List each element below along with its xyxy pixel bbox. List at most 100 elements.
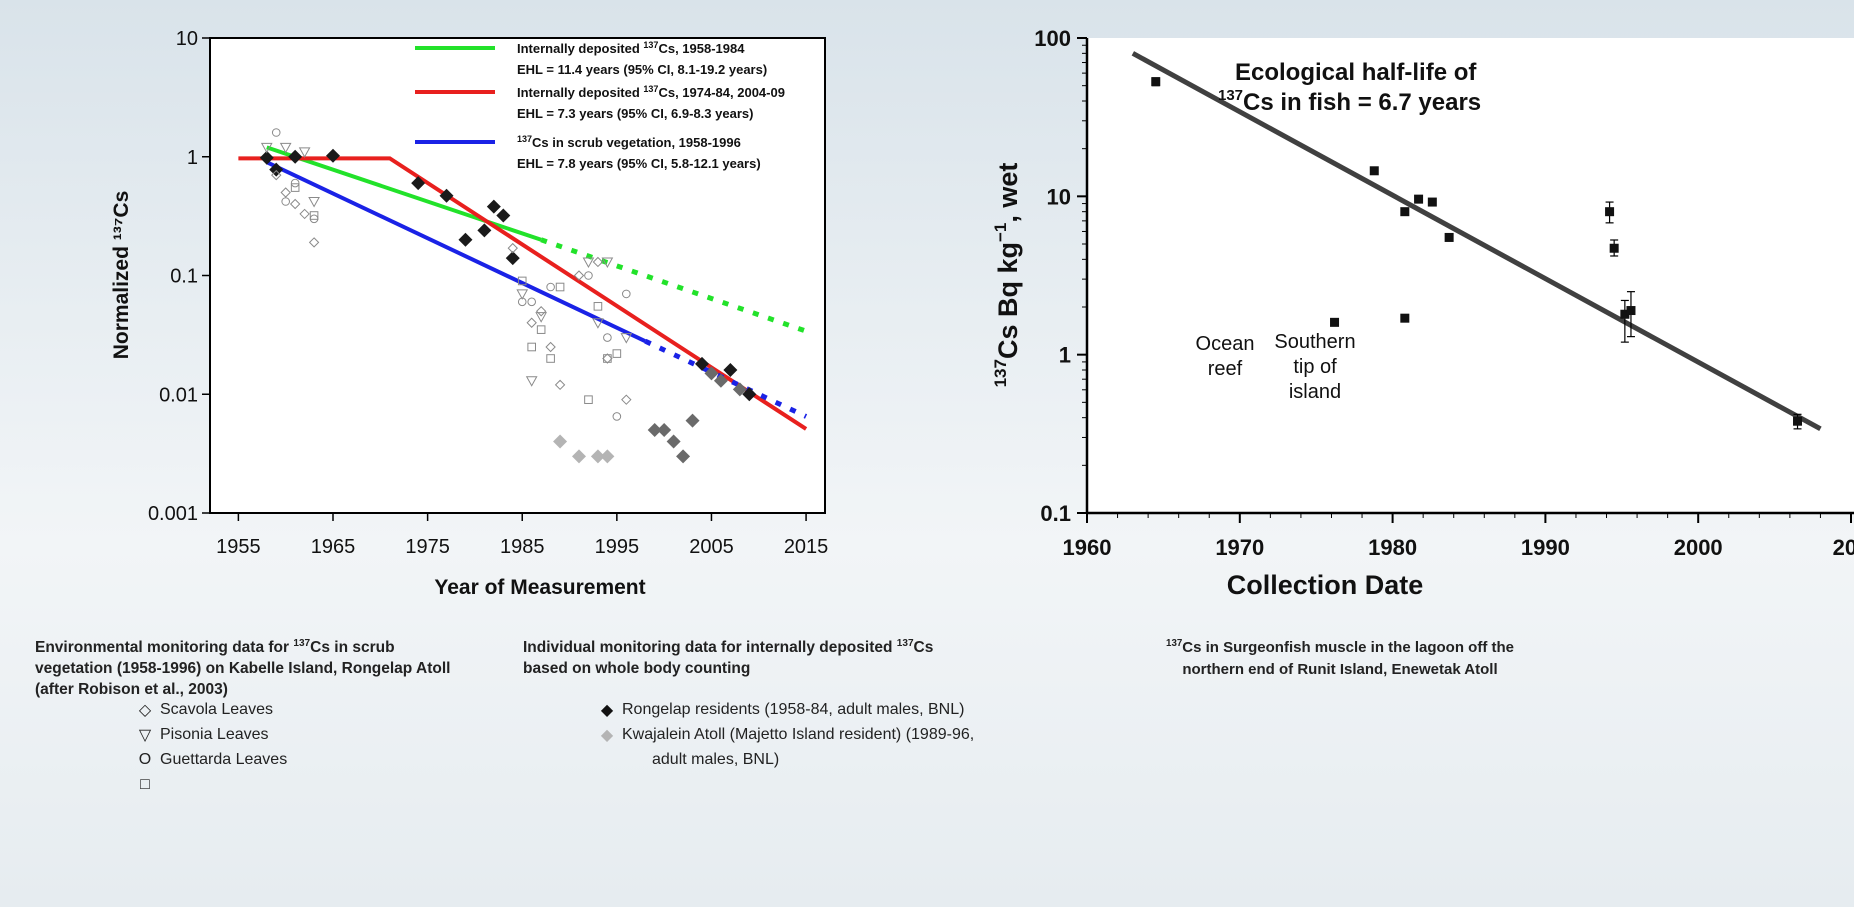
point-diamond-open	[592, 256, 604, 268]
annotation-text: Ocean	[1196, 333, 1255, 355]
data-point	[1369, 166, 1379, 176]
blue-fit-projection	[644, 338, 808, 419]
right-regression-line	[1131, 51, 1822, 432]
right-caption: 137Cs in Surgeonfish muscle in the lagoo…	[1130, 633, 1550, 681]
point-diamond-open	[526, 317, 537, 328]
legend-item-guettarda: O Guettarda Leaves	[130, 747, 287, 772]
point-diamond-filled	[600, 449, 615, 464]
point-diamond-open	[289, 198, 301, 210]
point-circle	[281, 197, 290, 206]
annotation-text: reef	[1208, 358, 1243, 380]
legend-label: Pisonia Leaves	[160, 725, 269, 743]
x-tick-label: 1985	[500, 536, 545, 558]
left-y-axis: 0.001 0.01 0.1 1 10	[148, 28, 210, 525]
point-triangle-down	[525, 376, 538, 387]
point-square	[546, 354, 555, 363]
point-triangle-down	[308, 196, 320, 208]
left-symbol-legend: ◇ Scavola Leaves ▽ Pisonia Leaves O Guettar…	[130, 697, 287, 797]
x-tick-label: 1955	[216, 536, 261, 558]
right-y-axis-label: 137Cs Bq kg−1, wet	[991, 163, 1023, 388]
blue-fit-solid	[265, 160, 647, 343]
right-chart-title-line1: Ecological half-life of	[1235, 59, 1477, 86]
point-diamond-filled	[742, 387, 757, 402]
left-caption-line2: vegetation (1958-1996) on Kabelle Island…	[35, 660, 451, 678]
right-chart-title-line2: 137Cs in fish = 6.7 years	[1218, 87, 1481, 116]
left-caption: Environmental monitoring data for 137Cs …	[35, 633, 475, 700]
square-marker	[1427, 197, 1437, 207]
y-tick-label: 0.1	[170, 266, 198, 288]
right-annotations: Ocean reef Southern tip of island	[1196, 331, 1356, 403]
point-triangle-down	[535, 312, 548, 323]
right-caption-line2: northern end of Runit Island, Enewetak A…	[1182, 661, 1498, 678]
point-diamond-filled	[477, 223, 492, 238]
left-fit-lines	[238, 145, 808, 431]
regression-line	[1131, 51, 1822, 432]
left-caption-line3: (after Robison et al., 2003)	[35, 681, 228, 699]
data-point	[1400, 313, 1410, 323]
x-tick-label: 1960	[1063, 535, 1112, 560]
middle-symbol-legend: ◆ Rongelap residents (1958-84, adult male…	[592, 697, 974, 772]
left-x-axis: 1955 1965 1975 1985 1995 2005 2015	[216, 513, 828, 558]
right-x-axis: 1960 1970 1980 1990 2000 201	[1063, 513, 1854, 560]
left-y-axis-label: Normalized ¹³⁷Cs	[110, 191, 133, 360]
point-diamond-filled	[411, 176, 426, 191]
y-tick-label: 0.01	[159, 384, 198, 406]
point-diamond-open	[507, 242, 518, 254]
point-diamond-filled	[259, 150, 274, 165]
data-point	[1330, 317, 1340, 327]
left-data-points	[259, 128, 757, 464]
point-diamond-filled	[439, 188, 454, 203]
square-marker	[1626, 306, 1636, 316]
point-circle	[517, 297, 527, 307]
y-tick-label: 10	[1047, 184, 1071, 209]
point-diamond-filled	[695, 356, 709, 371]
point-diamond-filled	[590, 449, 605, 464]
middle-caption: Individual monitoring data for internall…	[523, 633, 983, 679]
data-point	[1605, 201, 1615, 224]
annotation-text: tip of	[1293, 356, 1337, 378]
point-diamond-open	[602, 353, 613, 364]
point-circle	[546, 282, 555, 292]
point-triangle-down	[260, 142, 273, 154]
point-circle	[290, 178, 300, 188]
square-marker	[1605, 207, 1615, 217]
data-point	[1793, 413, 1803, 430]
point-circle	[584, 271, 593, 280]
point-square	[603, 354, 612, 363]
legend-label: Rongelap residents (1958-84, adult males…	[622, 700, 965, 718]
point-square	[309, 211, 319, 220]
left-caption-line1: Environmental monitoring data for 137Cs …	[35, 638, 395, 657]
x-tick-label: 2005	[689, 536, 734, 558]
data-point	[1444, 232, 1454, 242]
data-point	[1626, 291, 1636, 338]
right-chart: 0.1 1 10 100 1960 1970 1980 1990 2000 201 Ecolog…	[991, 26, 1854, 600]
right-plot-area	[1087, 38, 1854, 513]
point-diamond-filled	[676, 449, 691, 464]
point-diamond-filled	[732, 382, 747, 397]
legend-label: Guettarda Leaves	[160, 750, 288, 768]
point-triangle-down	[601, 257, 614, 268]
y-tick-label: 0.001	[148, 503, 198, 525]
point-square	[584, 395, 593, 404]
point-diamond-open	[545, 341, 556, 353]
point-diamond-open	[621, 394, 632, 405]
legend-line2: EHL = 11.4 years (95% CI, 8.1-19.2 years…	[517, 62, 767, 77]
left-chart: 0.001 0.01 0.1 1 10 1955 1965 1975 1985 1995 2005…	[110, 28, 828, 599]
x-tick-label: 1975	[405, 536, 450, 558]
point-diamond-filled	[326, 148, 340, 163]
x-tick-label: 1990	[1521, 535, 1570, 560]
point-diamond-open	[299, 208, 310, 220]
point-triangle-down	[582, 257, 595, 268]
annotation-text: Southern	[1274, 331, 1355, 353]
circle-open-icon: O	[138, 750, 152, 768]
point-triangle-down	[592, 318, 604, 329]
point-circle	[527, 297, 536, 307]
red-fit-solid	[238, 156, 808, 431]
point-square	[593, 302, 603, 311]
point-circle	[271, 128, 281, 137]
x-tick-label: 1965	[311, 536, 356, 558]
point-diamond-filled	[553, 434, 568, 449]
left-plot-area	[209, 37, 826, 514]
legend-label: Kwajalein Atoll (Majetto Island resident…	[622, 725, 975, 743]
x-tick-label: 1995	[595, 536, 640, 558]
